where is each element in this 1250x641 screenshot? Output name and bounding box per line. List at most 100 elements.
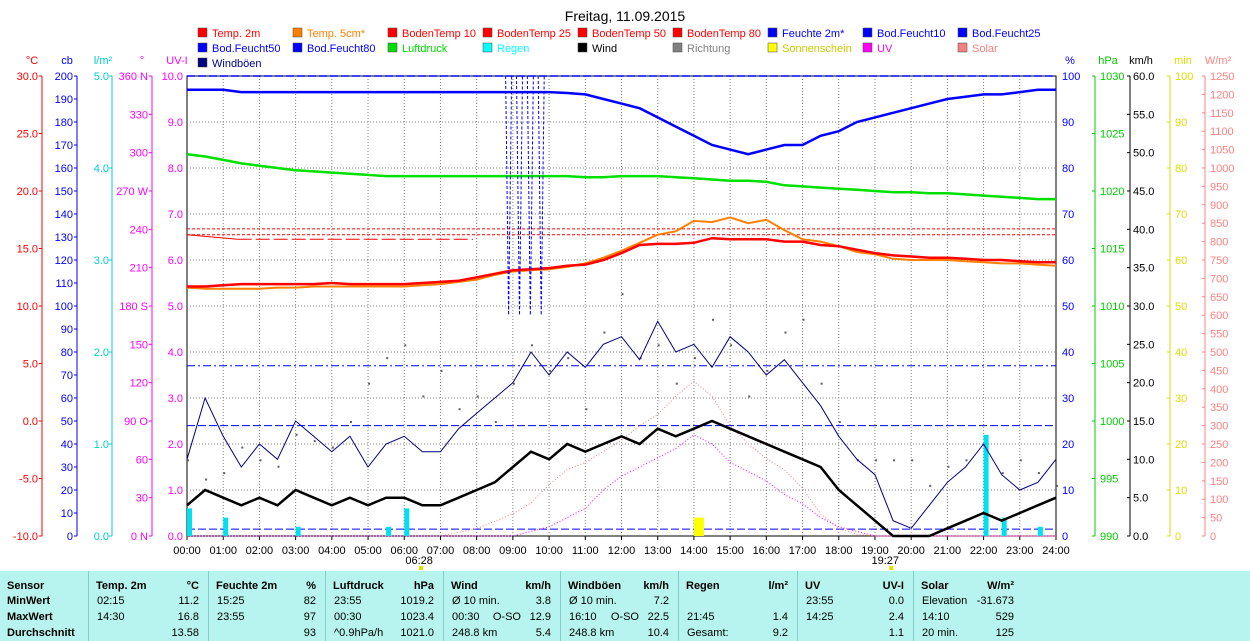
axis-tick-label: 90 — [61, 324, 73, 336]
x-tick-label: 08:00 — [463, 545, 491, 557]
axis-tick-label: 5.0 — [94, 71, 109, 83]
stats-cell: Elevation — [922, 595, 968, 607]
stats-value: 1019.2 — [400, 595, 434, 607]
stats-value: 10.4 — [647, 627, 669, 639]
x-tick-label: 09:00 — [499, 545, 527, 557]
axis-tick-label: 80 — [61, 347, 73, 359]
axis-tick-label: 70 — [61, 370, 73, 382]
direction-point — [259, 459, 262, 462]
axis-tick-label: 2.0 — [94, 347, 109, 359]
axis-tick-label: 90 — [1175, 117, 1187, 129]
direction-point — [730, 344, 733, 347]
legend-swatch — [957, 27, 968, 38]
direction-point — [838, 421, 841, 423]
axis-tick-label: 1010 — [1100, 301, 1124, 313]
direction-point — [331, 446, 334, 449]
chart-title: Freitag, 11.09.2015 — [565, 8, 686, 24]
stats-value: 1021.0 — [400, 627, 434, 639]
direction-point — [911, 459, 914, 462]
axis-tick-label: 1.0 — [168, 485, 183, 497]
stats-value: 82 — [303, 595, 316, 607]
stats-table: Sensor MinWert MaxWert Durchschnitt Temp. 2m… — [0, 571, 1250, 641]
legend-label: Wind — [592, 43, 617, 55]
legend-label: Bod.Feucht50 — [212, 43, 281, 55]
axis-tick-label: 3.0 — [94, 255, 109, 267]
sunset-marker — [889, 566, 894, 570]
stats-value: 3.8 — [535, 595, 551, 607]
legend-label: BodenTemp 80 — [687, 28, 761, 40]
axis-tick-label: 0 N — [131, 531, 148, 543]
axis-tick-label: 150 — [130, 339, 148, 351]
axis-tick-label: -10.0 — [13, 531, 38, 543]
axis-unit: hPa — [1098, 55, 1118, 67]
legend-swatch — [862, 42, 873, 53]
axis-tick-label: 360 N — [119, 71, 148, 83]
axis-tick-label: 100 — [1210, 494, 1228, 506]
stats-cell: 23:55 — [334, 595, 362, 607]
stats-cell: 14:30 — [97, 611, 125, 623]
series-feuchte-2m- — [187, 88, 1056, 156]
axis-tick-label: 550 — [1210, 329, 1228, 341]
stats-header: Windböen — [568, 580, 622, 592]
axis-tick-label: 190 — [55, 94, 73, 106]
legend-swatch — [482, 27, 493, 38]
direction-point — [802, 318, 805, 321]
x-tick-label: 00:00 — [173, 545, 201, 557]
legend-label: Bod.Feucht80 — [307, 43, 376, 55]
stats-unit: °C — [186, 580, 199, 592]
legend-swatch — [577, 42, 588, 53]
axis-tick-label: 150 — [1210, 476, 1228, 488]
axis-tick-label: 20.0 — [17, 186, 38, 198]
axis-tick-label: 30.0 — [17, 71, 38, 83]
axes: 00:00 01:00 02:00 03:00 04:00 05:00 06:00 07:00… — [13, 55, 1234, 570]
axis-tick-label: 150 — [55, 186, 73, 198]
axis-tick-label: 120 — [55, 255, 73, 267]
axis-tick-label: 200 — [55, 71, 73, 83]
axis-tick-label: 100 — [1175, 71, 1193, 83]
stats-value: 125 — [995, 627, 1014, 639]
rain-bar — [223, 517, 229, 536]
axis-tick-label: 450 — [1210, 365, 1228, 377]
stats-cell: 248.8 km — [452, 627, 498, 639]
axis-tick-label: 50 — [1210, 513, 1222, 525]
legend-label: Richtung — [687, 43, 730, 55]
axis-tick-label: 70 — [1175, 209, 1187, 221]
weather-chart: Freitag, 11.09.2015 Temp. 2m Temp. 5cm* Bo… — [13, 8, 1234, 570]
legend-swatch — [957, 42, 968, 53]
axis-tick-label: 1250 — [1210, 71, 1234, 83]
axis-tick-label: 8.0 — [168, 163, 183, 175]
axis-tick-label: 400 — [1210, 384, 1228, 396]
axis-tick-label: 50.0 — [1133, 148, 1154, 160]
x-tick-label: 16:00 — [753, 545, 781, 557]
direction-point — [187, 459, 189, 462]
series-uv — [187, 434, 1056, 537]
axis-tick-label: 10 — [1062, 485, 1074, 497]
stats-column: Wind km/h Ø 10 min. 3.8 00:30 O-SO 12.9 248.8 k… — [443, 571, 561, 641]
axis-tick-label: 1000 — [1100, 416, 1124, 428]
stats-row-label: Durchschnitt — [7, 627, 75, 639]
x-tick-label: 17:00 — [789, 545, 817, 557]
axis-tick-label: 350 — [1210, 402, 1228, 414]
axis-unit: l/m² — [94, 55, 113, 67]
axis-tick-label: 90 — [1062, 117, 1074, 129]
direction-point — [205, 478, 208, 481]
axis-tick-label: 0.0 — [1133, 531, 1148, 543]
axis-tick-label: 1005 — [1100, 359, 1124, 371]
series-temp-5cm- — [186, 216, 1057, 290]
axis-tick-label: 5.0 — [23, 359, 38, 371]
axis-tick-label: 110 — [55, 278, 73, 290]
axis-tick-label: 60 — [1062, 255, 1074, 267]
axis-tick-label: 100 — [1062, 71, 1080, 83]
axis-tick-label: 45.0 — [1133, 186, 1154, 198]
axis-tick-label: 60 — [136, 454, 148, 466]
stats-unit: km/h — [525, 580, 551, 592]
stats-cell: 02:15 — [97, 595, 125, 607]
axis-tick-label: 0.0 — [23, 416, 38, 428]
axis-tick-label: 30.0 — [1133, 301, 1154, 313]
stats-cell: 14:10 — [922, 611, 950, 623]
axis-tick-label: 80 — [1175, 163, 1187, 175]
series-bodentemp-10-start — [186, 234, 238, 240]
direction-point — [820, 382, 823, 385]
stats-value: 13.58 — [171, 627, 199, 639]
stats-cell: Ø 10 min. — [569, 595, 617, 607]
